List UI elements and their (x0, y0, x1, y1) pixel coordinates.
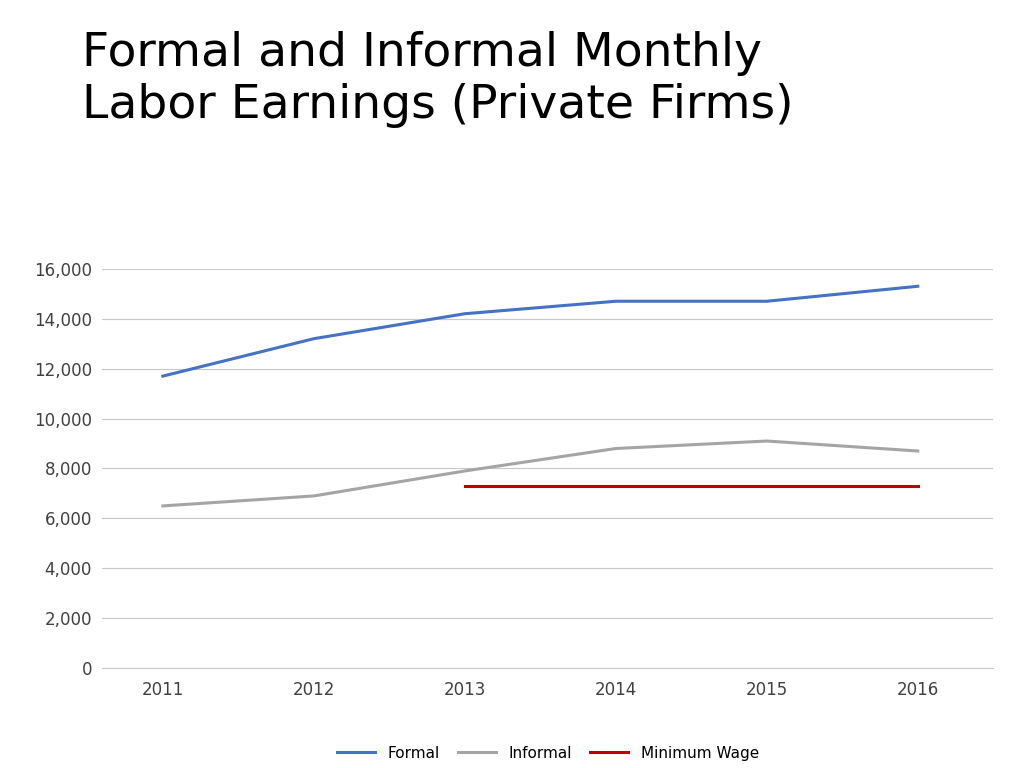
Formal (459, 309, 471, 318)
Line: Formal: Formal (163, 286, 918, 376)
Informal (761, 436, 773, 445)
Text: Labor Earnings (Private Firms): Labor Earnings (Private Firms) (82, 31, 794, 127)
Informal (911, 446, 924, 455)
Minimum Wage (459, 482, 471, 491)
Line: Informal: Informal (163, 441, 918, 506)
Text: Formal and Informal Monthly: Formal and Informal Monthly (82, 31, 762, 76)
Informal (609, 444, 622, 453)
Formal (307, 334, 319, 343)
Informal (157, 502, 169, 511)
Formal (609, 296, 622, 306)
Legend: Formal, Informal, Minimum Wage: Formal, Informal, Minimum Wage (331, 740, 765, 767)
Formal (157, 372, 169, 381)
Formal (761, 296, 773, 306)
Informal (459, 466, 471, 475)
Informal (307, 492, 319, 501)
Minimum Wage (911, 482, 924, 491)
Formal (911, 282, 924, 291)
